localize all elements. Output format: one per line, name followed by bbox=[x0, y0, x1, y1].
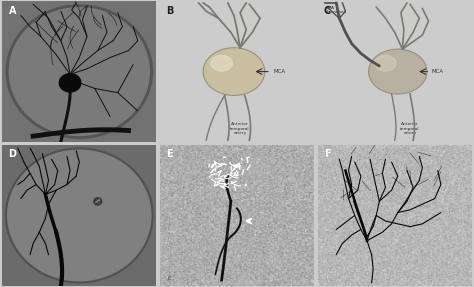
Text: MCA: MCA bbox=[274, 69, 286, 74]
Text: E: E bbox=[166, 150, 173, 160]
Text: F: F bbox=[324, 150, 330, 160]
Text: E: E bbox=[168, 276, 171, 281]
Polygon shape bbox=[211, 55, 232, 71]
Text: A: A bbox=[9, 6, 16, 16]
Text: MCA: MCA bbox=[432, 69, 444, 74]
Polygon shape bbox=[6, 5, 152, 138]
Polygon shape bbox=[203, 48, 264, 96]
Polygon shape bbox=[369, 49, 427, 94]
Text: B: B bbox=[166, 6, 173, 16]
Polygon shape bbox=[6, 148, 153, 283]
Polygon shape bbox=[9, 8, 149, 135]
Polygon shape bbox=[375, 55, 396, 71]
Text: STA
branches: STA branches bbox=[327, 6, 347, 14]
Text: Anterior
temporal
artery: Anterior temporal artery bbox=[230, 122, 250, 135]
Text: D: D bbox=[9, 150, 17, 160]
Text: Anterior
temporal
artery: Anterior temporal artery bbox=[400, 122, 420, 135]
Text: C: C bbox=[324, 6, 331, 16]
Polygon shape bbox=[59, 74, 81, 92]
Polygon shape bbox=[8, 150, 151, 281]
